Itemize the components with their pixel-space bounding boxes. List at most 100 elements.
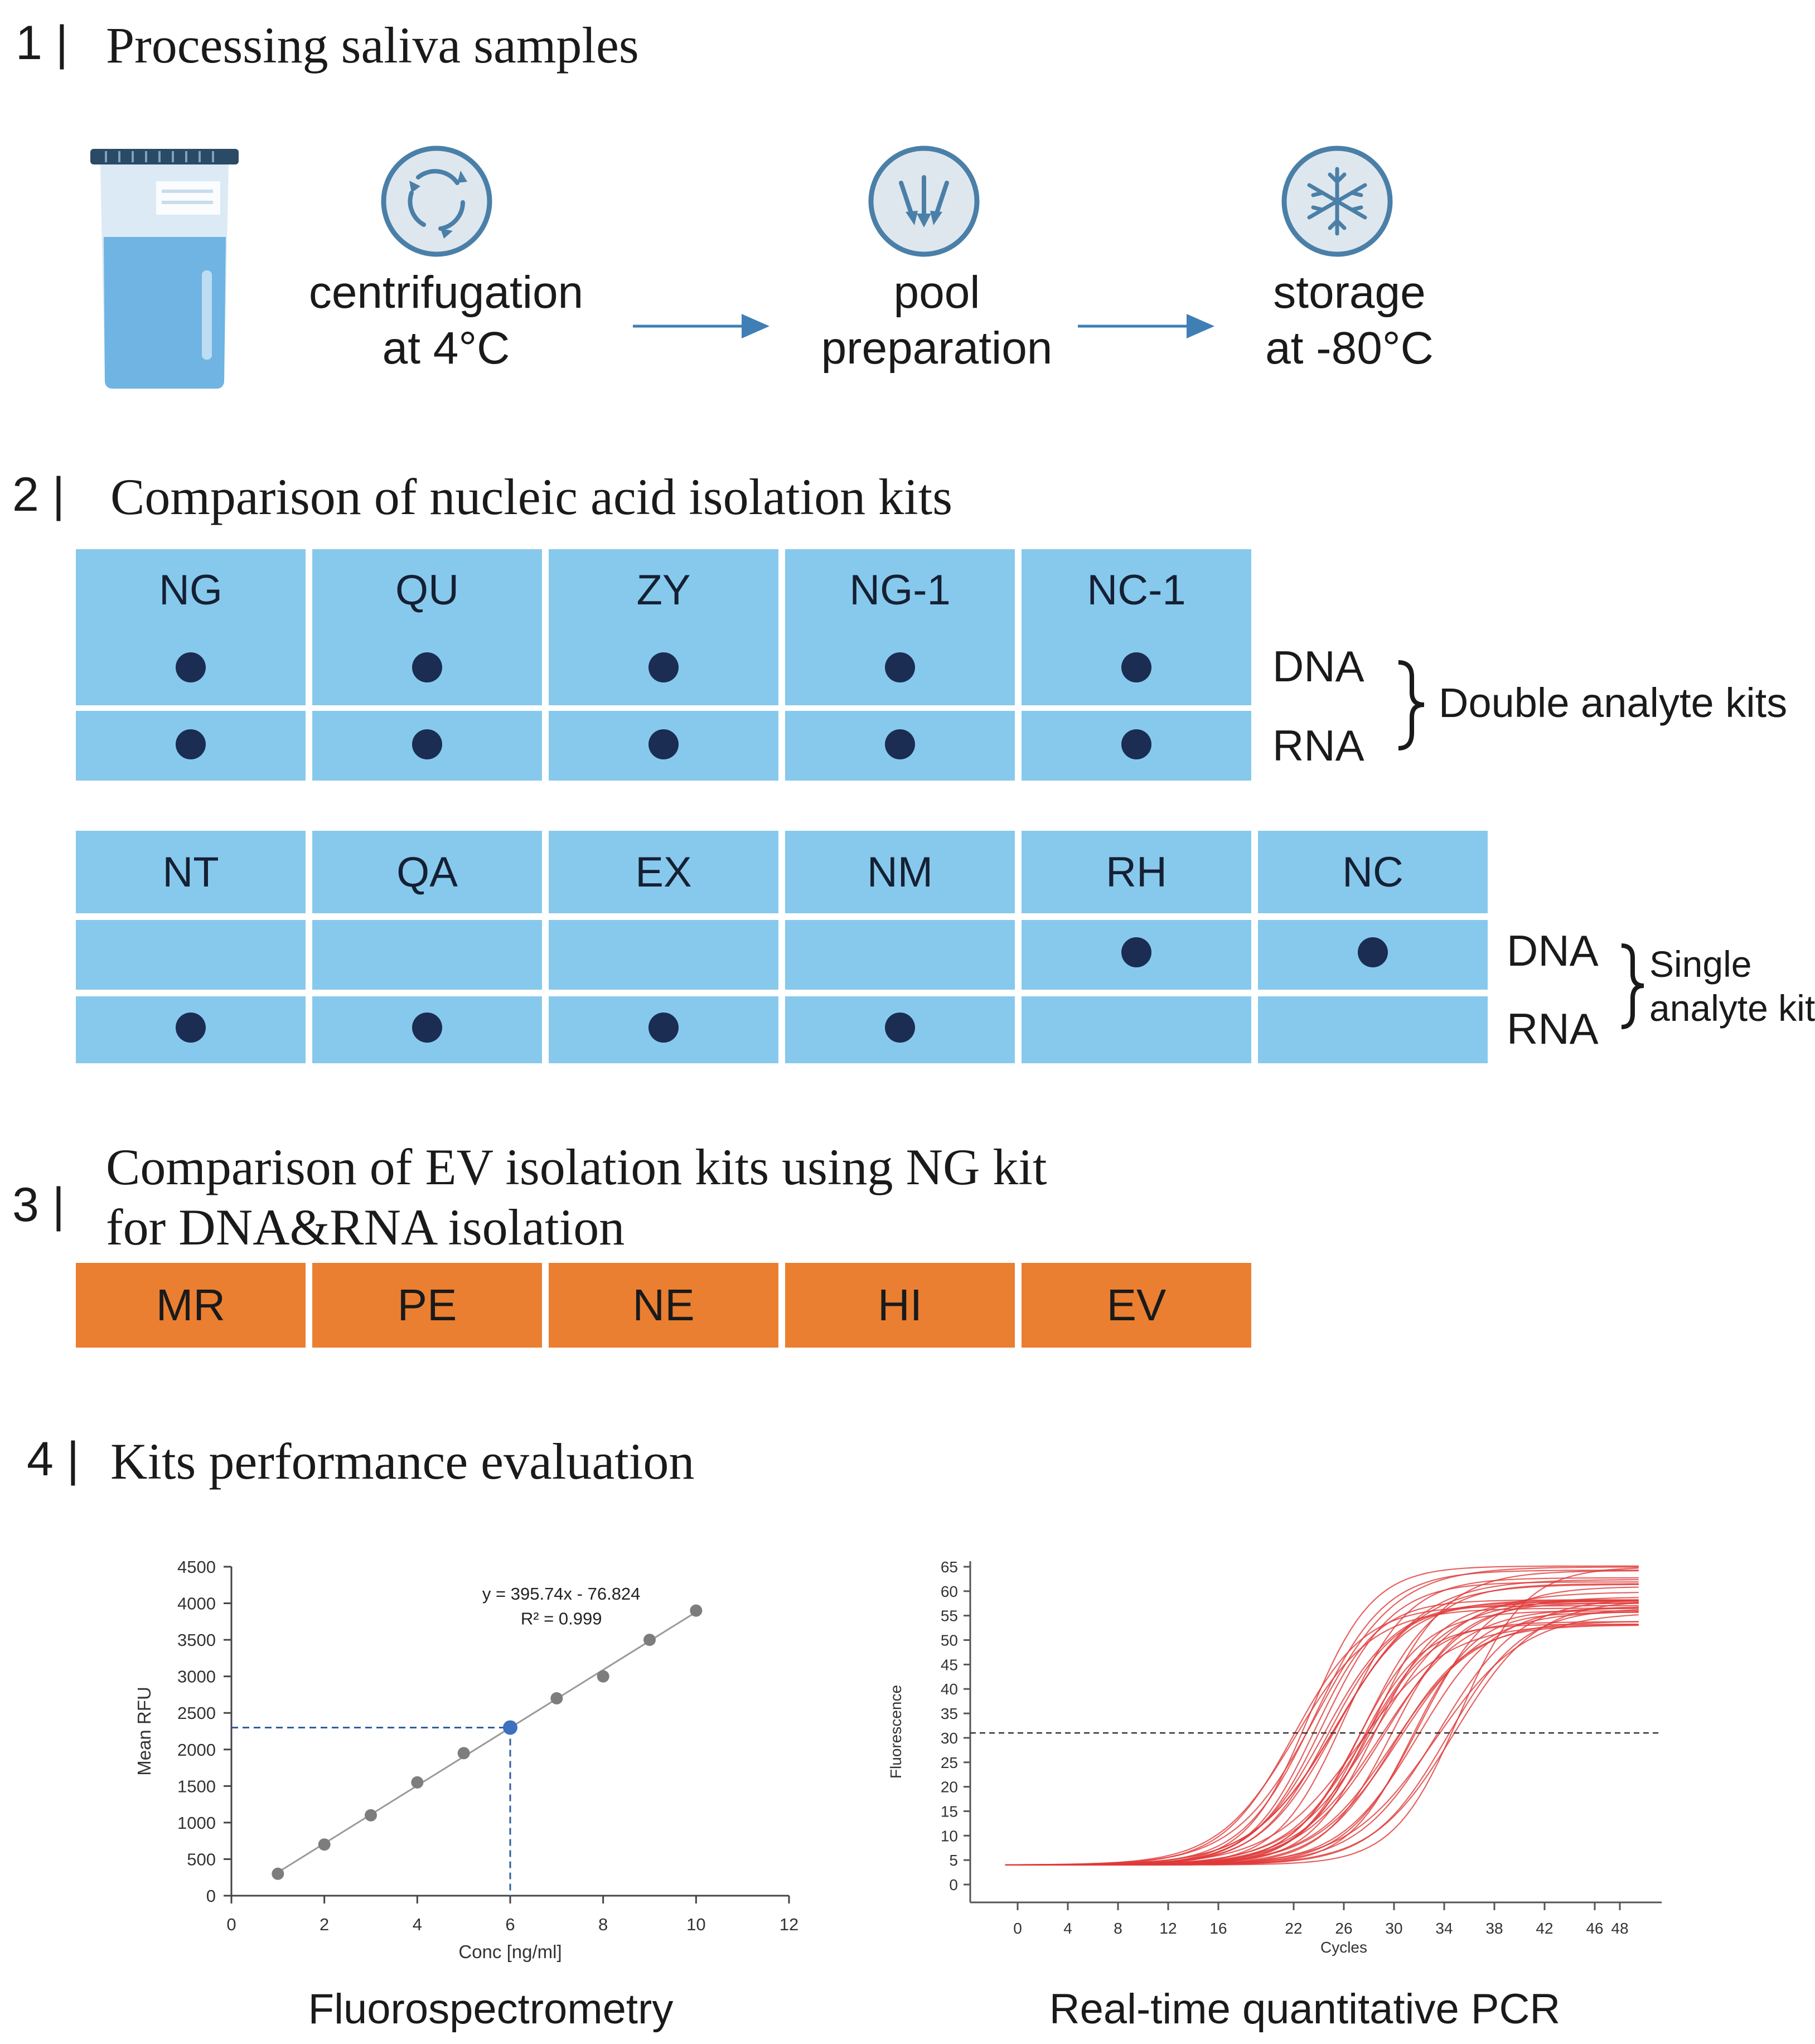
y-tick-label: 4000: [177, 1594, 216, 1614]
rna-dot: [176, 1013, 206, 1043]
x-tick-label: 8: [1114, 1920, 1122, 1937]
y-tick-label: 45: [941, 1656, 958, 1673]
x-tick-label: 16: [1209, 1920, 1227, 1937]
dna-cell: [312, 920, 542, 990]
x-tick-label: 4: [413, 1915, 422, 1934]
rna-dot: [885, 729, 915, 759]
fluorospectrometry-caption: Fluorospectrometry: [308, 1985, 674, 2033]
single-analyte-label: Single analyte kits: [1649, 942, 1815, 1030]
kit-header-cell: QA: [312, 831, 542, 913]
single-analyte-line2: analyte kits: [1649, 987, 1815, 1029]
dna-cell: [785, 920, 1015, 990]
section1-number: 1 |: [16, 16, 69, 70]
fluorospectrometry-chart: 0 500 1000 1500 2000 2500 3000 3500 4000 4500 0 2 4 6…: [134, 1557, 798, 1962]
ev-kit-cell: MR: [76, 1263, 306, 1348]
y-tick-label: 15: [941, 1803, 958, 1820]
section3-title: Comparison of EV isolation kits using NG…: [106, 1137, 1047, 1257]
amplification-curve: [1005, 1605, 1639, 1866]
kit-name: QU: [395, 566, 459, 614]
r-squared: R² = 0.999: [521, 1609, 602, 1629]
ev-kit-name: HI: [878, 1280, 922, 1330]
step-storage-line2: at -80°C: [1265, 323, 1434, 374]
pool-arrows-icon: [868, 146, 980, 257]
x-tick-label: 12: [1159, 1920, 1177, 1937]
trendline-equation: y = 395.74x - 76.824: [482, 1584, 641, 1604]
ev-kit-name: PE: [397, 1280, 457, 1330]
section2-title: Comparison of nucleic acid isolation kit…: [110, 468, 953, 525]
amplification-curve: [1005, 1583, 1639, 1866]
kit-name: NC-1: [1087, 566, 1186, 614]
data-point: [550, 1692, 563, 1704]
section3-title-line2: for DNA&RNA isolation: [106, 1198, 625, 1256]
double-rna-label: RNA: [1272, 721, 1364, 770]
rna-dot: [412, 1013, 442, 1043]
kit-header-cell: EX: [549, 831, 778, 913]
ev-kit-cell: HI: [785, 1263, 1015, 1348]
amplification-curve: [1005, 1614, 1639, 1866]
kit-header-cell: NT: [76, 831, 306, 913]
trendline: [277, 1611, 697, 1873]
dna-dot: [176, 652, 206, 682]
brace-icon: [1398, 660, 1425, 750]
double-analyte-label: Double analyte kits: [1439, 680, 1788, 726]
x-tick-label: 6: [505, 1915, 515, 1934]
kit-name: NT: [162, 848, 219, 896]
amplification-curve: [1005, 1602, 1639, 1866]
x-tick-label: 22: [1285, 1920, 1302, 1937]
kit-name: ZY: [636, 566, 691, 614]
kit-header-cell: RH: [1022, 831, 1251, 913]
y-tick-label: 4500: [177, 1557, 216, 1577]
y-tick-label: 1500: [177, 1776, 216, 1796]
amplification-curve: [1005, 1581, 1639, 1866]
y-tick-label: 1000: [177, 1813, 216, 1833]
x-tick-label: 12: [780, 1915, 798, 1934]
dna-cell: [549, 920, 778, 990]
amplification-curve: [1005, 1592, 1639, 1866]
x-tick-label: 30: [1385, 1920, 1402, 1937]
kit-name: NC: [1342, 848, 1403, 896]
y-tick-label: 0: [206, 1886, 216, 1906]
amplification-curve: [1005, 1621, 1639, 1866]
step-centrifugation-line1: centrifugation: [308, 267, 584, 318]
ev-kit-name: MR: [156, 1280, 226, 1330]
ev-kit-cell: EV: [1022, 1263, 1251, 1348]
amplification-curve: [1005, 1606, 1639, 1866]
kit-name: EX: [635, 848, 692, 896]
ev-kit-name: NE: [632, 1280, 695, 1330]
kit-header-cell: NC: [1258, 831, 1488, 913]
rna-cell: [1258, 996, 1488, 1063]
x-tick-label: 46: [1586, 1920, 1603, 1937]
data-point: [690, 1604, 703, 1617]
amplification-curve: [1005, 1602, 1639, 1866]
single-dna-label: DNA: [1507, 926, 1599, 975]
data-point: [365, 1809, 377, 1822]
data-point: [318, 1838, 331, 1851]
data-point: [597, 1670, 609, 1683]
dna-cell: [76, 920, 306, 990]
step-pool-label: pool preparation: [758, 265, 1115, 376]
x-tick-label: 2: [320, 1915, 329, 1934]
y-tick-label: 2500: [177, 1703, 216, 1723]
y-tick-label: 20: [941, 1779, 958, 1796]
amplification-curve: [1005, 1597, 1639, 1866]
y-tick-label: 60: [941, 1583, 958, 1600]
rna-dot: [1121, 729, 1151, 759]
step-centrifugation-label: centrifugation at 4°C: [268, 265, 625, 376]
section4-title: Kits performance evaluation: [110, 1433, 695, 1490]
x-tick-label: 10: [686, 1915, 705, 1934]
x-tick-label: 8: [598, 1915, 608, 1934]
highlight-point: [503, 1720, 517, 1735]
y-tick-label: 25: [941, 1754, 958, 1771]
step-storage-line1: storage: [1273, 267, 1426, 318]
rna-dot: [176, 729, 206, 759]
data-point: [643, 1634, 656, 1646]
y-axis-label: Mean RFU: [134, 1687, 154, 1776]
step-centrifugation-line2: at 4°C: [382, 323, 510, 374]
y-tick-label: 3000: [177, 1667, 216, 1687]
dna-dot: [648, 652, 679, 682]
rna-cell: [1022, 996, 1251, 1063]
amplification-curve: [1005, 1602, 1639, 1866]
rna-dot: [885, 1013, 915, 1043]
section4-number: 4 |: [27, 1432, 80, 1486]
